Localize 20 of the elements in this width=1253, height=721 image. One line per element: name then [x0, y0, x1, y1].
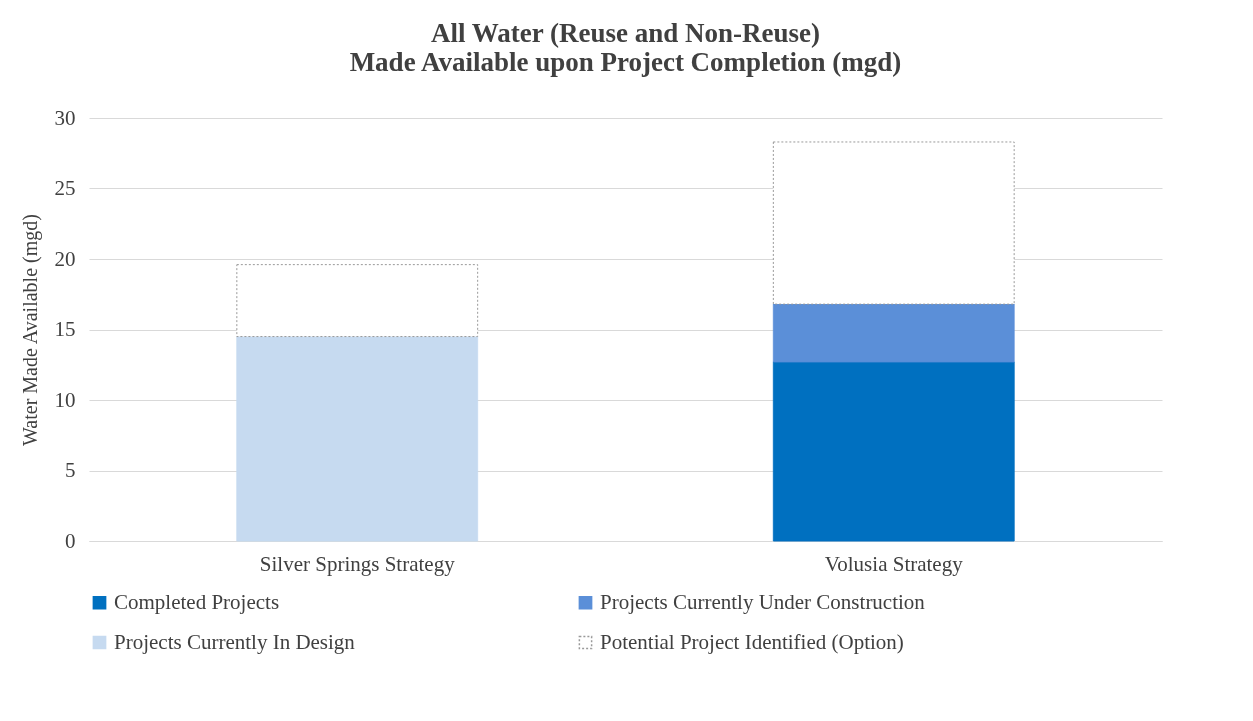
- legend-label: Completed Projects: [114, 589, 280, 614]
- chart-title: All Water (Reuse and Non-Reuse) Made Available upon Project Completion (mgd): [349, 18, 902, 77]
- y-tick-label: 20: [54, 246, 76, 271]
- legend-label: Potential Project Identified (Option): [600, 629, 904, 654]
- legend-label: Projects Currently Under Construction: [600, 589, 926, 614]
- legend-label: Projects Currently In Design: [114, 629, 356, 654]
- y-tick-label: 15: [54, 317, 76, 341]
- bar: [772, 361, 1015, 542]
- y-tick-label: 30: [54, 105, 76, 130]
- y-tick-label: 0: [65, 528, 76, 553]
- y-tick-label: 25: [54, 176, 76, 200]
- x-tick-label: Volusia Strategy: [824, 551, 964, 576]
- bar: [772, 141, 1015, 305]
- y-tick-label: 5: [65, 458, 76, 482]
- y-axis-title: Water Made Available (mgd): [18, 214, 42, 446]
- bar: [236, 336, 479, 542]
- bar: [236, 264, 479, 338]
- y-tick-label: 10: [54, 387, 76, 412]
- x-tick-label: Silver Springs Strategy: [259, 551, 456, 576]
- bar: [772, 303, 1015, 363]
